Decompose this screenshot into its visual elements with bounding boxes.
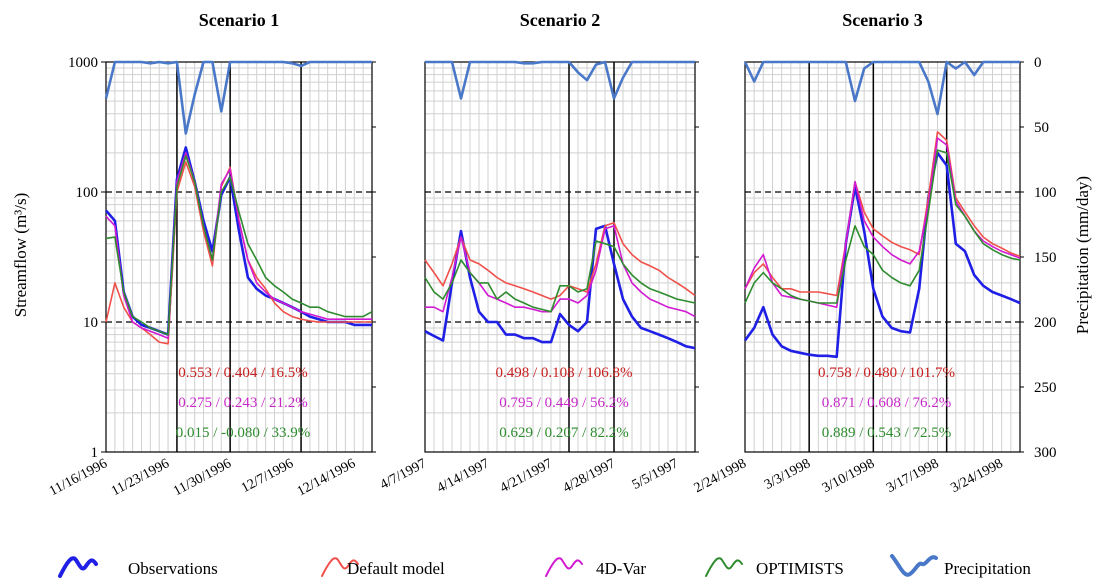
metric-text: 0.015 / -0.080 / 33.9% [176, 425, 311, 441]
x-tick-label: 11/16/1996 [47, 456, 110, 499]
series-line-optimists [105, 155, 373, 336]
metric-text: 0.553 / 0.404 / 16.5% [178, 365, 308, 381]
panel-title: Scenario 1 [199, 10, 280, 30]
x-tick-label: 2/24/1998 [692, 456, 749, 496]
series-line-default [744, 131, 1021, 297]
series-line-optimists [744, 149, 1021, 304]
series-line-precipitation [425, 60, 695, 100]
x-tick-label: 3/3/1998 [762, 456, 813, 493]
series-line-precipitation [743, 60, 1020, 116]
metric-text: 0.275 / 0.243 / 21.2% [178, 395, 308, 411]
series-line-observations [743, 151, 1021, 359]
legend-label: Precipitation [944, 559, 1031, 578]
chart-panel-2: Scenario 2 0.498 / 0.108 / 106.8% 0.795 / … [378, 10, 699, 496]
y-right-tick-label: 50 [1034, 120, 1049, 136]
x-tick-label: 11/30/1996 [171, 456, 234, 499]
y-right-tick-label: 150 [1034, 250, 1057, 266]
metric-text: 0.889 / 0.543 / 72.5% [822, 425, 952, 441]
legend-label: Default model [347, 559, 445, 578]
y-left-tick-label: 100 [76, 185, 99, 201]
panel-title: Scenario 2 [520, 10, 601, 30]
series-line-default [424, 222, 696, 300]
metric-text: 0.795 / 0.449 / 56.2% [499, 395, 629, 411]
metric-text: 0.498 / 0.108 / 106.8% [495, 365, 632, 381]
y-left-axis-label: Streamflow (m³/s) [11, 193, 30, 318]
series-line-observations [424, 224, 696, 350]
legend-label: 4D-Var [596, 559, 646, 578]
y-left-tick-label: 1000 [68, 55, 98, 71]
metric-text: 0.629 / 0.207 / 82.2% [499, 425, 629, 441]
chart-panel-3: 0 50 100 150 200 250 300 Scenario 3 0.758 / 0.48… [692, 10, 1057, 496]
y-right-tick-label: 200 [1034, 315, 1057, 331]
x-tick-label: 3/24/1998 [948, 456, 1005, 496]
x-tick-label: 4/28/1997 [561, 456, 618, 496]
x-tick-label: 4/21/1997 [498, 456, 555, 496]
legend-swatch [890, 554, 938, 577]
x-tick-label: 4/7/1997 [378, 456, 429, 493]
x-tick-label: 12/7/1996 [239, 456, 296, 496]
x-tick-label: 3/10/1998 [820, 456, 877, 496]
y-right-axis-label: Precipitation (mm/day) [1073, 176, 1092, 334]
metric-text: 0.758 / 0.480 / 101.7% [818, 365, 955, 381]
legend-label: OPTIMISTS [756, 559, 844, 578]
y-right-tick-label: 100 [1034, 185, 1057, 201]
y-right-tick-label: 250 [1034, 380, 1057, 396]
legend-label: Observations [128, 559, 218, 578]
legend-swatch [545, 557, 583, 577]
y-right-tick-label: 300 [1034, 445, 1057, 461]
y-left-tick-label: 1 [91, 445, 99, 461]
series-line-optimists [424, 240, 696, 313]
panel-title: Scenario 3 [842, 10, 923, 30]
y-right-tick-label: 0 [1034, 55, 1042, 71]
chart-panel-1: 1 10 100 1000 Scenario 1 0.553 / 0.404 / 16.5… [47, 10, 376, 499]
x-tick-label: 4/14/1997 [435, 456, 492, 496]
y-left-tick-label: 10 [83, 315, 98, 331]
x-tick-label: 3/17/1998 [884, 456, 941, 496]
legend-swatch [321, 557, 359, 577]
x-tick-label: 12/14/1996 [295, 456, 358, 499]
legend: Observations Default model 4D-Var OPTIMISTS… [58, 554, 1031, 578]
series-line-var4d [105, 152, 372, 340]
series-line-precipitation [104, 60, 372, 135]
legend-swatch [58, 556, 98, 578]
x-tick-label: 11/23/1996 [109, 456, 172, 499]
legend-swatch [705, 557, 743, 577]
x-tick-label: 5/5/1997 [630, 456, 681, 493]
metric-text: 0.871 / 0.608 / 76.2% [822, 395, 952, 411]
